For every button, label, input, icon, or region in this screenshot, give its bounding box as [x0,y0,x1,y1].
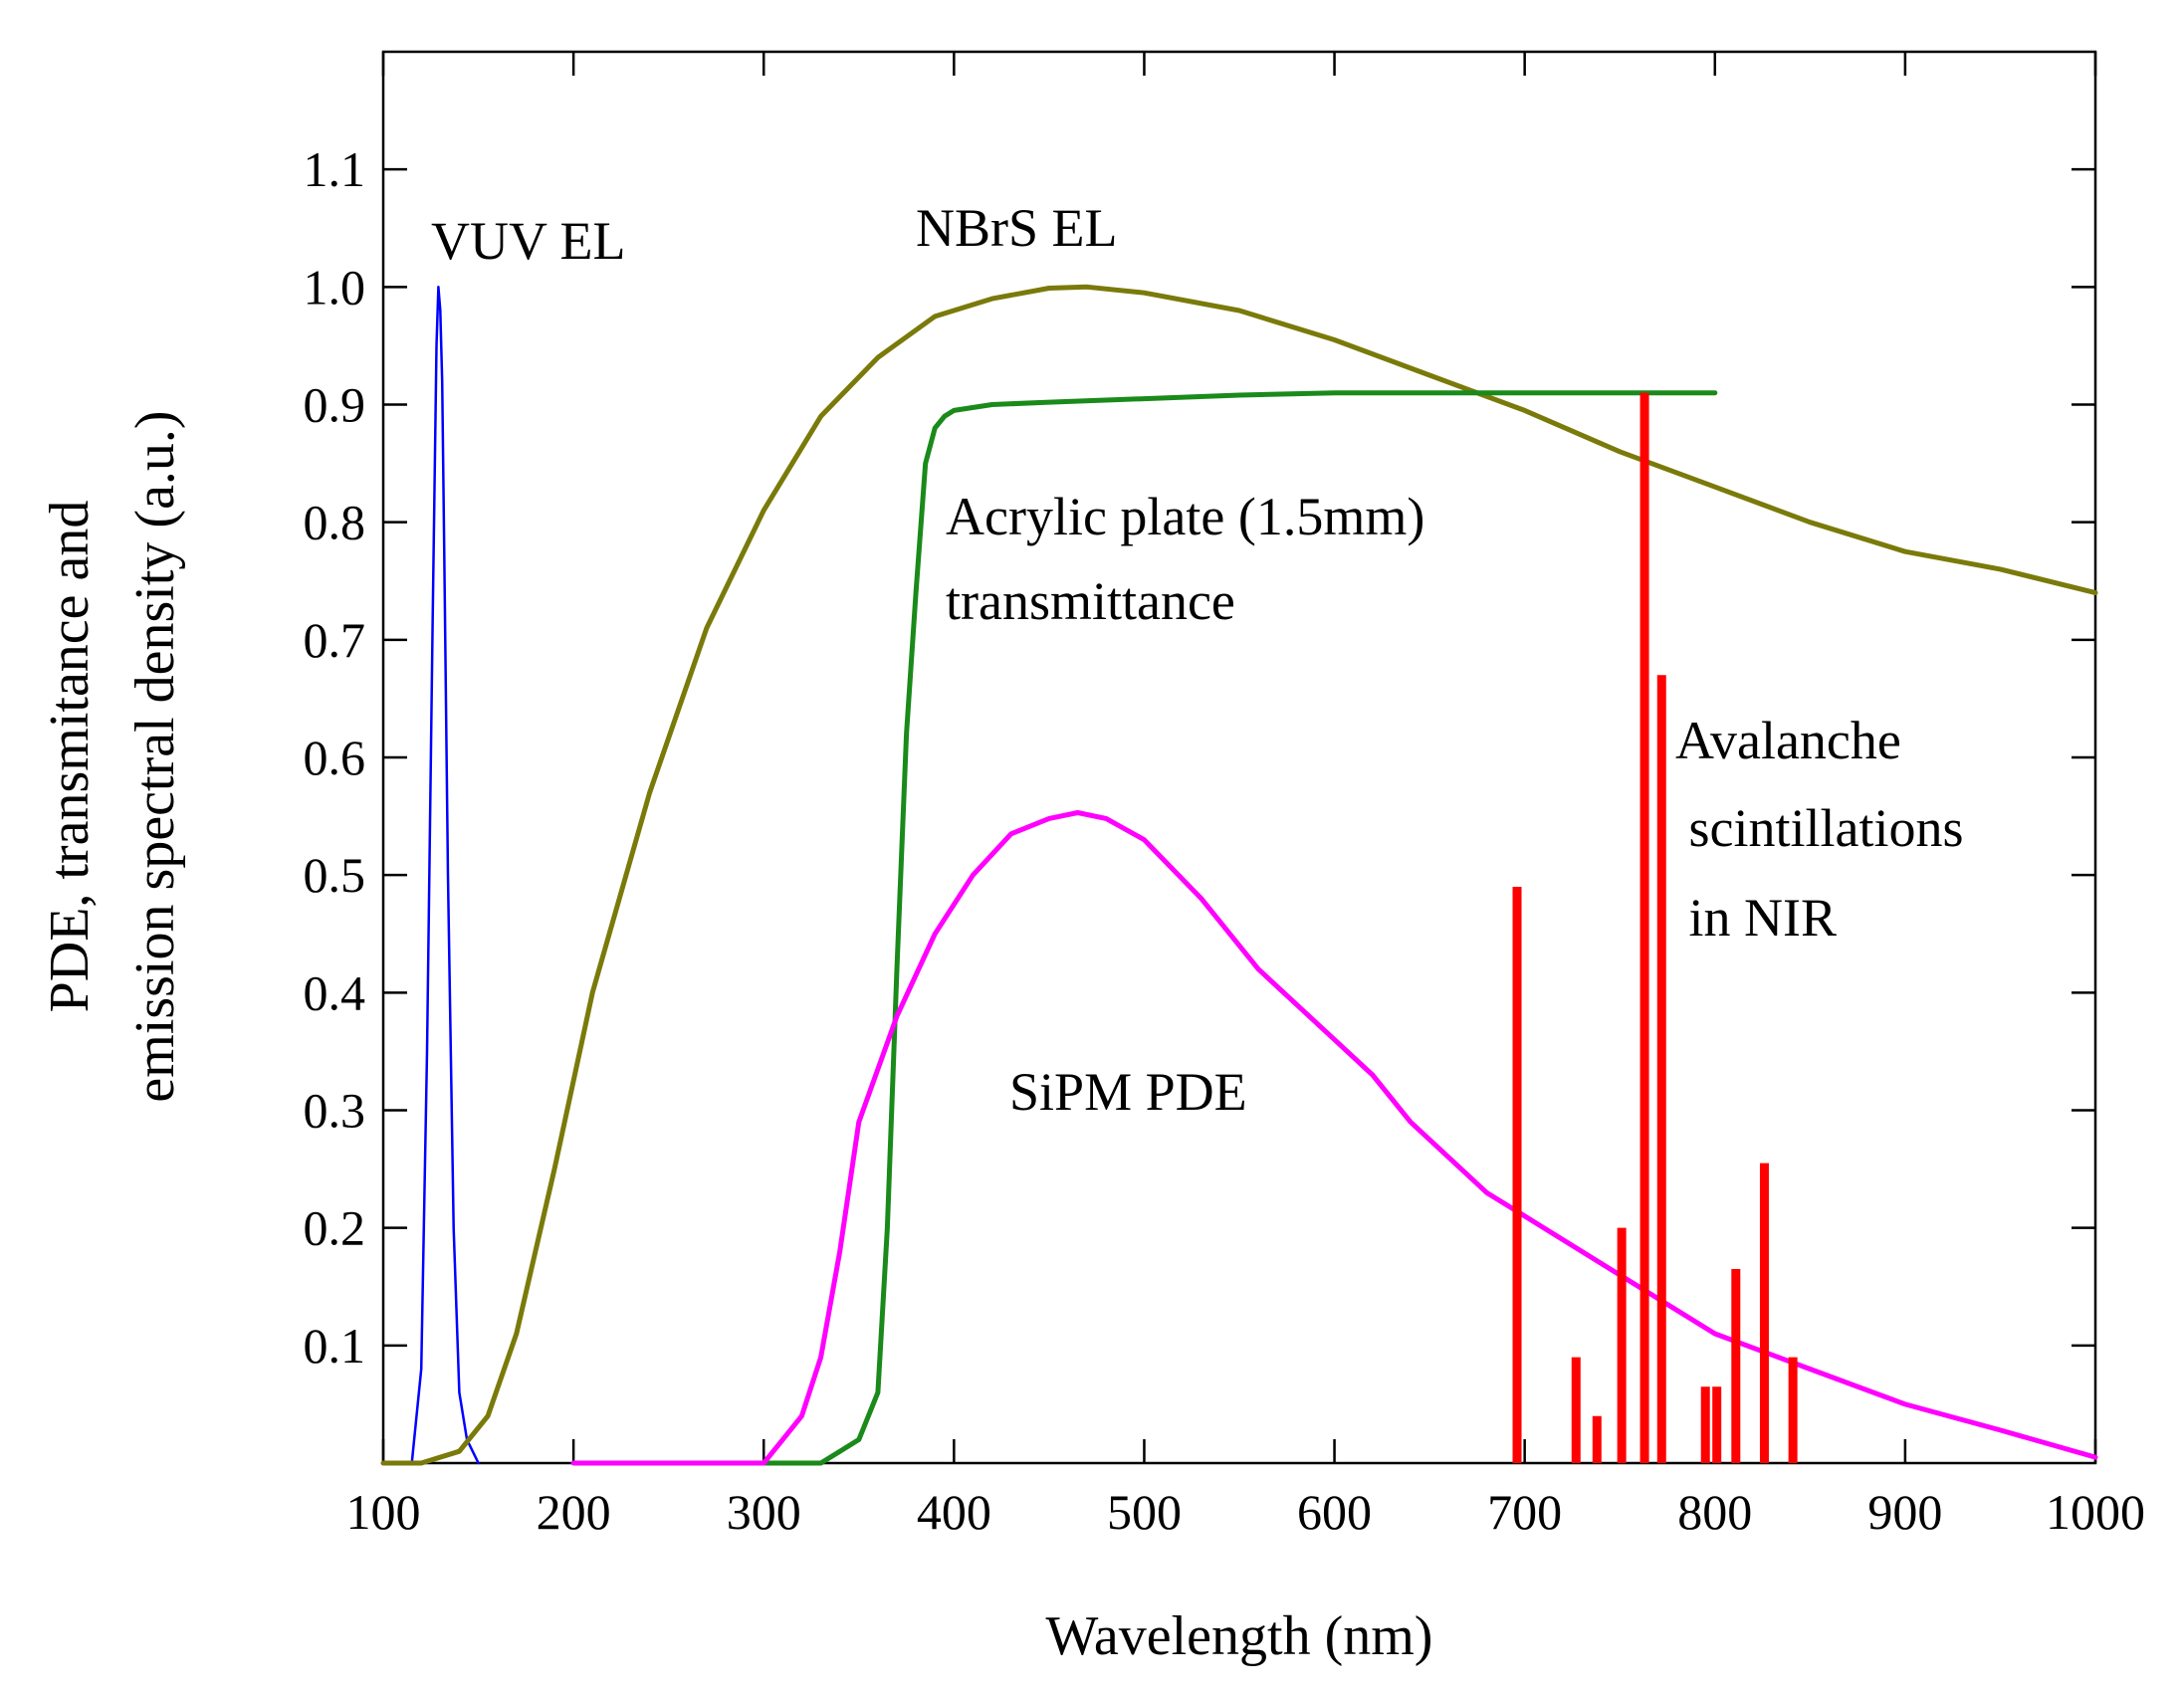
x-tick-label-200: 200 [537,1484,611,1540]
vuv-el-line [410,286,480,1465]
ticks: 100 200 300 400 500 600 700 800 900 1000 0.1 0.2 0.3… [304,52,2145,1540]
avalanche-label-line-2: scintillations [1675,798,1964,858]
y-tick-label-0.6: 0.6 [304,730,366,785]
acrylic-plate-1-5mm-transmittance-line [761,390,1718,1466]
x-tick-label-800: 800 [1677,1484,1752,1540]
sipm-pde-line [570,810,2098,1466]
x-tick-label-900: 900 [1867,1484,1942,1540]
y-tick-label-0.2: 0.2 [304,1200,366,1256]
nbrs-el-line [380,284,2098,1466]
x-tick-label-100: 100 [346,1484,421,1540]
avalanche-label-line-3: in NIR [1675,888,1837,948]
y-axis-title-line-1: PDE, transmitance and [39,501,101,1013]
y-tick-label-0.1: 0.1 [304,1318,366,1374]
x-tick-label-400: 400 [917,1484,991,1540]
series [380,284,2098,1466]
y-tick-label-0.9: 0.9 [304,377,366,433]
y-tick-label-1.1: 1.1 [304,141,366,197]
acrylic-label-line-1: Acrylic plate (1.5mm) [946,487,1424,546]
y-axis-title-line-2: emission spectral density (a.u.) [124,410,186,1102]
x-axis-title: Wavelength (nm) [1046,1605,1433,1667]
acrylic-label-line-2: transmittance [946,571,1235,631]
y-tick-label-1.0: 1.0 [304,259,366,315]
y-tick-label-0.7: 0.7 [304,612,366,668]
x-tick-label-300: 300 [727,1484,801,1540]
x-tick-label-1000: 1000 [2046,1484,2145,1540]
sipm-pde-label: SiPM PDE [1009,1062,1247,1122]
y-tick-label-0.4: 0.4 [304,964,366,1020]
vuv-el-label: VUV EL [431,211,626,271]
y-tick-label-0.5: 0.5 [304,847,366,903]
y-tick-label-0.8: 0.8 [304,495,366,550]
avalanche-label-line-1: Avalanche [1675,711,1901,770]
y-axis-title: PDE, transmitance and emission spectral … [39,410,186,1102]
x-tick-label-700: 700 [1487,1484,1562,1540]
nbrs-el-label: NBrS EL [916,198,1118,258]
x-tick-label-500: 500 [1107,1484,1182,1540]
y-tick-label-0.3: 0.3 [304,1083,366,1139]
x-tick-label-600: 600 [1297,1484,1372,1540]
